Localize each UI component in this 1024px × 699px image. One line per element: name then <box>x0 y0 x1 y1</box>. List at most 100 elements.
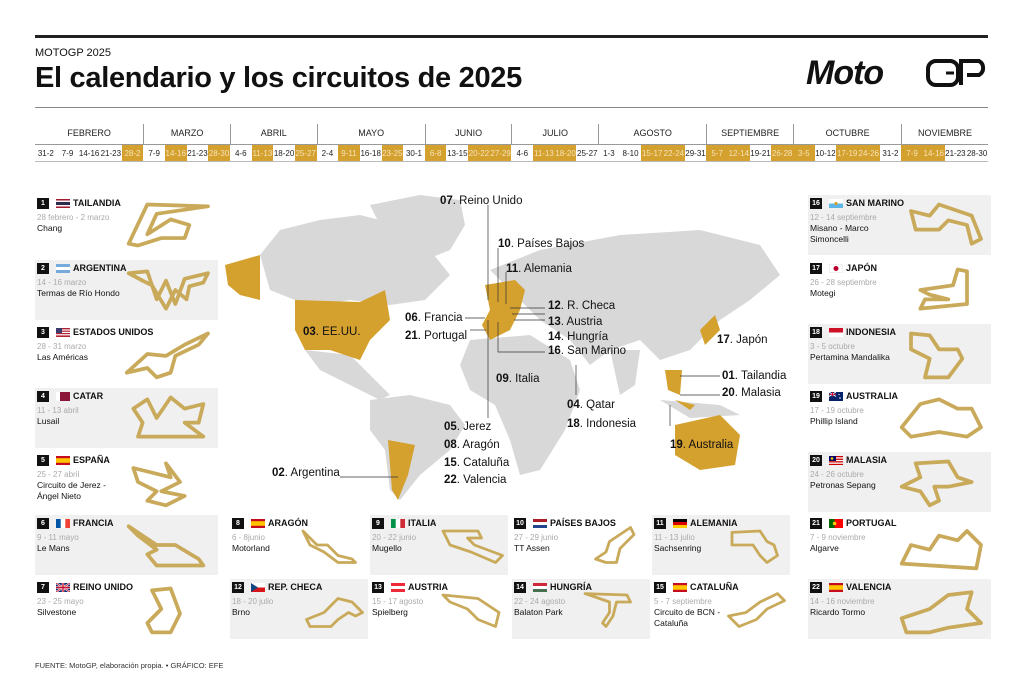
map-label-num: 14 <box>548 331 561 343</box>
track-layout-icon <box>126 202 210 248</box>
race-country: ESPAÑA <box>73 455 110 465</box>
track-layout-icon <box>301 529 357 564</box>
week-cell: 30-1 <box>405 149 422 158</box>
indonesia-islands <box>660 400 740 418</box>
usa-highlight <box>295 290 390 360</box>
track-layout-icon <box>131 395 206 439</box>
map-label: 22. Valencia <box>444 474 506 486</box>
race-country: HUNGRÍA <box>550 582 592 592</box>
month-julio: JULIO <box>511 124 598 144</box>
track-layout-icon <box>899 590 983 635</box>
map-label-num: 09 <box>496 373 509 385</box>
track-layout-icon <box>594 526 636 564</box>
race-country: CATAR <box>73 391 104 401</box>
race-number: 6 <box>37 518 49 529</box>
argentina-highlight <box>388 440 415 500</box>
race-circuit: Phillip Island <box>810 416 858 426</box>
race-card: 2 ARGENTINA 14 - 16 marzo Termas de Río Hon… <box>35 260 218 320</box>
race-number: 13 <box>372 582 384 593</box>
map-label-num: 05 <box>444 421 457 433</box>
track-layout-icon <box>899 529 983 571</box>
map-label-num: 19 <box>670 439 683 451</box>
map-label: 18. Indonesia <box>567 418 636 430</box>
race-card: 21 PORTUGAL 7 - 9 noviembre Algarve <box>808 515 991 575</box>
track-layout-icon <box>909 202 983 246</box>
map-label-name: . EE.UU. <box>315 326 361 338</box>
usa-flag-icon <box>56 328 70 337</box>
race-country: INDONESIA <box>846 327 897 337</box>
race-circuit: Mugello <box>372 543 402 553</box>
race-number: 22 <box>810 582 822 593</box>
race-country: ARGENTINA <box>73 263 127 273</box>
map-label-num: 18 <box>567 418 580 430</box>
australia-highlight <box>675 415 740 470</box>
track-layout-icon <box>730 529 779 564</box>
race-circuit: Chang <box>37 223 63 233</box>
race-weekend: 15-17 <box>641 145 664 161</box>
map-label: 01. Tailandia <box>722 370 786 382</box>
map-label: 05. Jerez <box>444 421 491 433</box>
race-number: 7 <box>37 582 49 593</box>
map-label-num: 07 <box>440 195 453 207</box>
map-label: 17. Japón <box>717 334 768 346</box>
week-cell: 31-2 <box>882 149 899 158</box>
map-label: 19. Australia <box>670 439 733 451</box>
map-label-num: 12 <box>548 300 561 312</box>
africa-shape <box>460 335 580 475</box>
race-country: PORTUGAL <box>846 518 897 528</box>
track-layout-icon <box>126 269 210 311</box>
map-label-num: 20 <box>722 387 735 399</box>
map-label-name: . Argentina <box>284 467 340 479</box>
week-cell: 14-16 <box>78 149 100 158</box>
map-label: 20. Malasia <box>722 387 781 399</box>
race-number: 19 <box>810 391 822 402</box>
race-weekend: 17-19 <box>836 145 858 161</box>
race-country: ITALIA <box>408 518 437 528</box>
map-label-name: . Italia <box>508 373 540 385</box>
week-cell: 13-15 <box>447 149 468 158</box>
race-weekend: 5-7 <box>706 145 728 161</box>
australia-flag-icon <box>829 392 843 401</box>
germany-flag-icon <box>673 519 687 528</box>
track-layout-icon <box>918 267 969 311</box>
race-weekend: 14-16 <box>922 145 945 161</box>
track-layout-icon <box>899 397 983 439</box>
map-label-num: 15 <box>444 457 457 469</box>
japan-flag-icon <box>829 264 843 273</box>
week-cell: 29-31 <box>685 149 706 158</box>
map-label-name: . San Marino <box>560 345 626 357</box>
spain-flag-icon <box>829 583 843 592</box>
race-circuit: Las Américas <box>37 352 89 362</box>
race-dates: 22 - 24 agosto <box>514 597 566 606</box>
race-card: 6 FRANCIA 9 - 11 mayo Le Mans <box>35 515 218 575</box>
race-number: 4 <box>37 391 49 402</box>
india-shape <box>610 350 640 395</box>
race-dates: 11 - 13 abril <box>37 406 79 415</box>
map-label: 16. San Marino <box>548 345 626 357</box>
malaysia-highlight <box>675 400 695 410</box>
race-circuit: Balaton Park <box>514 607 563 617</box>
race-circuit: Le Mans <box>37 543 70 553</box>
week-row: 31-2 7-9 14-16 21-23 28-2 7-9 14-16 21-23 28-30 4… <box>35 144 988 162</box>
race-dates: 20 - 22 junio <box>372 533 417 542</box>
race-country: AUSTRALIA <box>846 391 898 401</box>
race-circuit: Misano - Marco Simoncelli <box>810 223 869 244</box>
race-number: 8 <box>232 518 244 529</box>
map-label-name: . Qatar <box>579 399 615 411</box>
track-layout-icon <box>441 593 501 628</box>
spain-flag-icon <box>251 519 265 528</box>
race-card: 7 REINO UNIDO 23 - 25 mayo Silvestone <box>35 579 218 639</box>
race-dates: 14 - 16 marzo <box>37 278 87 287</box>
track-layout-icon <box>126 524 206 568</box>
map-label-name: . Jerez <box>456 421 492 433</box>
race-country: TAILANDIA <box>73 198 121 208</box>
map-label-name: . Alemania <box>518 263 572 275</box>
map-label-name: . Valencia <box>456 474 507 486</box>
race-dates: 3 - 5 octubre <box>810 342 855 351</box>
spain-flag-icon <box>673 583 687 592</box>
race-circuit: Spielberg <box>372 607 408 617</box>
race-dates: 7 - 9 noviembre <box>810 533 866 542</box>
race-country: REINO UNIDO <box>73 582 134 592</box>
race-card: 3 ESTADOS UNIDOS 28 - 31 marzo Las Américas <box>35 324 218 384</box>
race-weekend: 3-5 <box>792 145 815 161</box>
